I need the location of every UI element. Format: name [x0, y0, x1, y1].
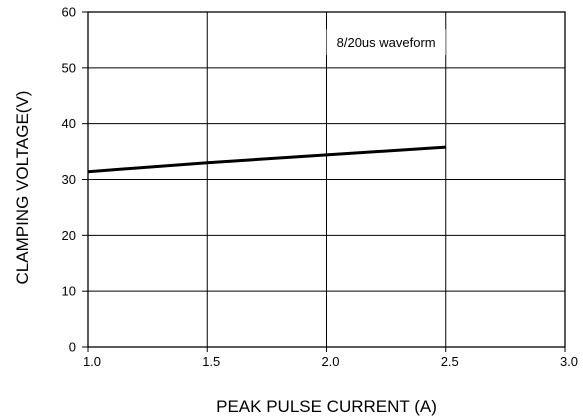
x-tick-label: 1.5: [202, 354, 220, 369]
y-tick-label: 30: [62, 172, 76, 187]
x-tick-label: 1.0: [83, 354, 101, 369]
series-line: [87, 145, 446, 174]
y-tick-label: 20: [62, 228, 76, 243]
annotation-layer: 8/20us waveform: [326, 29, 446, 56]
x-axis-title: PEAK PULSE CURRENT (A): [216, 397, 437, 416]
y-tick-label: 60: [62, 5, 76, 20]
y-axis-title: CLAMPING VOLTAGE(V): [13, 91, 32, 285]
tick-labels: 0 10 20 30 40 50 60 1.0 1.5 2.0 2.5 3.0: [62, 5, 579, 370]
y-tick-label: 40: [62, 116, 76, 131]
y-tick-label: 0: [69, 340, 76, 355]
y-tick-label: 10: [62, 284, 76, 299]
waveform-annotation: 8/20us waveform: [337, 35, 436, 50]
x-tick-label: 2.0: [321, 354, 339, 369]
series-layer: [87, 145, 446, 174]
x-tick-label: 3.0: [560, 354, 578, 369]
x-tick-label: 2.5: [441, 354, 459, 369]
grid-layer: [88, 12, 565, 347]
y-tick-label: 50: [62, 60, 76, 75]
annotation-background: [326, 29, 446, 56]
